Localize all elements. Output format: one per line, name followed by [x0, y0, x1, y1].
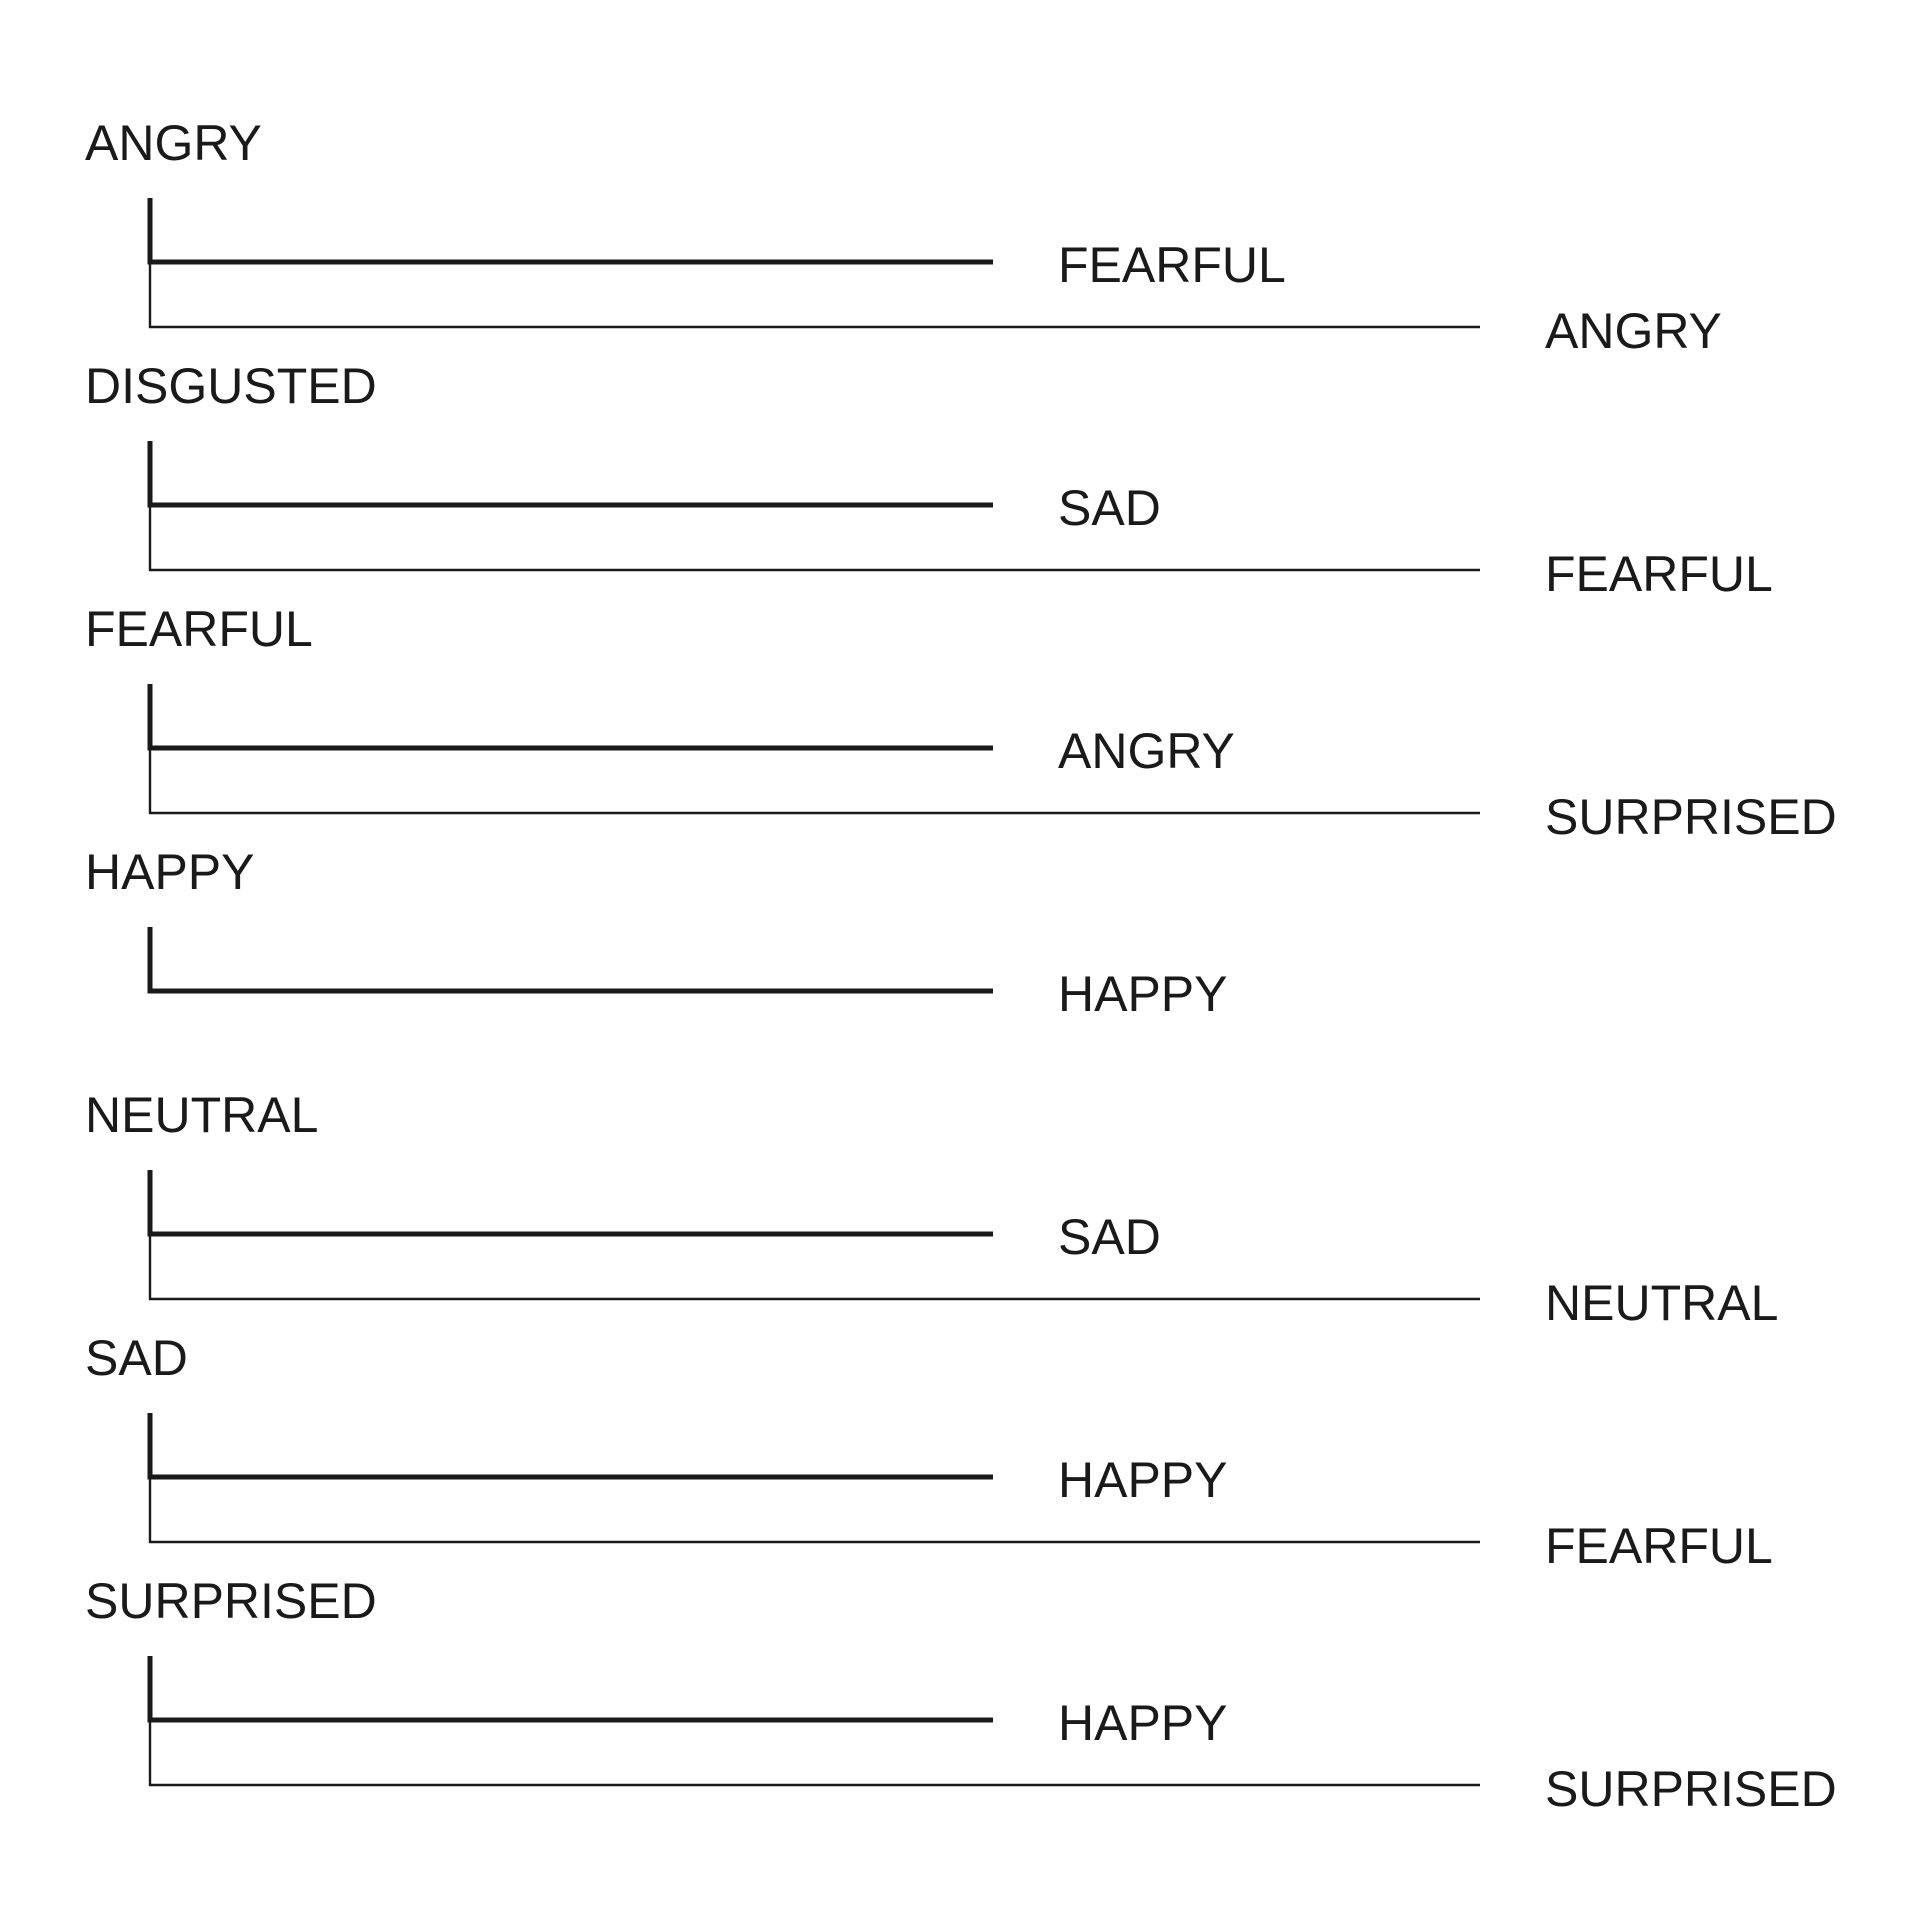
long-branch-line — [148, 1234, 1480, 1301]
first-target-label: ANGRY — [1058, 723, 1235, 779]
short-branch-line — [147, 927, 993, 994]
first-target-label: FEARFUL — [1058, 237, 1286, 293]
group-label: SAD — [85, 1330, 188, 1386]
group-4: NEUTRAL SAD NEUTRAL — [85, 1087, 1778, 1331]
first-target-label: HAPPY — [1058, 1452, 1228, 1508]
short-branch-line — [147, 1656, 993, 1723]
group-label: FEARFUL — [85, 601, 313, 657]
long-branch-line — [148, 1720, 1480, 1787]
group-3: HAPPY HAPPY — [85, 844, 1228, 1022]
group-2: FEARFUL ANGRY SURPRISED — [85, 601, 1837, 845]
first-target-label: SAD — [1058, 480, 1161, 536]
group-0: ANGRY FEARFUL ANGRY — [85, 115, 1722, 359]
short-branch-line — [147, 1413, 993, 1480]
short-branch-line — [147, 684, 993, 751]
short-branch-line — [147, 198, 993, 265]
first-target-label: HAPPY — [1058, 966, 1228, 1022]
second-target-label: NEUTRAL — [1545, 1275, 1778, 1331]
short-branch-line — [147, 441, 993, 508]
group-6: SURPRISED HAPPY SURPRISED — [85, 1573, 1837, 1817]
second-target-label: SURPRISED — [1545, 1761, 1837, 1817]
group-label: ANGRY — [85, 115, 262, 171]
group-1: DISGUSTED SAD FEARFUL — [85, 358, 1773, 602]
long-branch-line — [148, 1477, 1480, 1544]
first-target-label: HAPPY — [1058, 1695, 1228, 1751]
second-target-label: ANGRY — [1545, 303, 1722, 359]
long-branch-line — [148, 505, 1480, 572]
long-branch-line — [148, 262, 1480, 329]
second-target-label: FEARFUL — [1545, 1518, 1773, 1574]
second-target-label: SURPRISED — [1545, 789, 1837, 845]
second-target-label: FEARFUL — [1545, 546, 1773, 602]
short-branch-line — [147, 1170, 993, 1237]
group-label: NEUTRAL — [85, 1087, 318, 1143]
long-branch-line — [148, 748, 1480, 815]
group-label: HAPPY — [85, 844, 255, 900]
group-label: DISGUSTED — [85, 358, 377, 414]
first-target-label: SAD — [1058, 1209, 1161, 1265]
group-5: SAD HAPPY FEARFUL — [85, 1330, 1773, 1574]
group-label: SURPRISED — [85, 1573, 377, 1629]
